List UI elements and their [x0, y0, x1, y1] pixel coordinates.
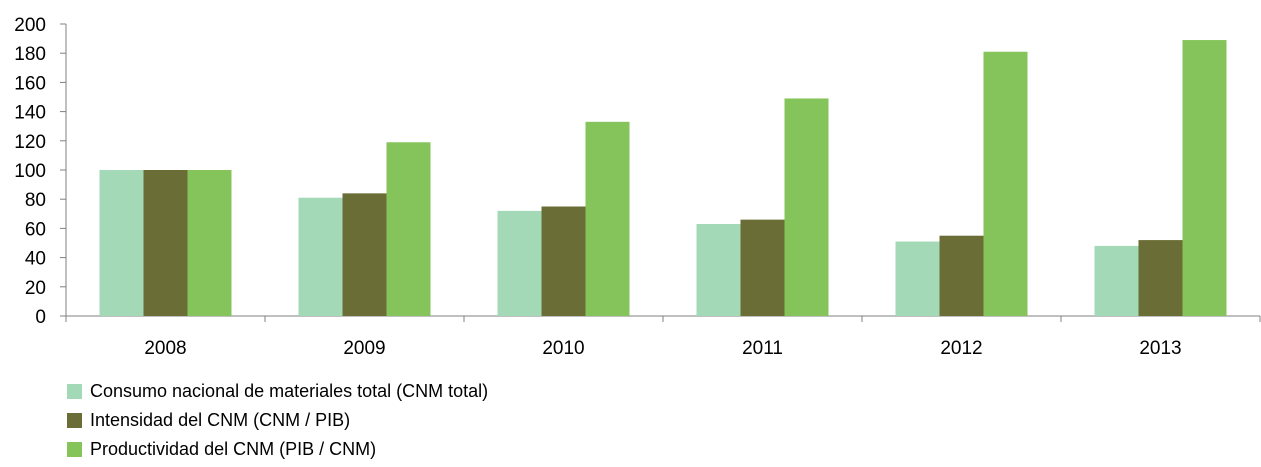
- bar-2-2010: [541, 206, 586, 316]
- bar-1-2012: [895, 241, 940, 316]
- bar-2-2013: [1138, 240, 1183, 316]
- legend-swatch: [67, 442, 82, 457]
- bar-1-2008: [99, 170, 144, 316]
- legend-label: Consumo nacional de materiales total (CN…: [90, 381, 489, 401]
- bar-3-2008: [187, 170, 232, 316]
- x-axis: 2008 2009 2010 2011 2012 2013: [65, 315, 1261, 359]
- x-tick-label: 2011: [742, 338, 783, 359]
- y-tick-label: 80: [25, 190, 46, 211]
- x-tick-label: 2012: [940, 338, 982, 359]
- bar-3-2013: [1182, 40, 1227, 317]
- legend-label: Intensidad del CNM (CNM / PIB): [90, 410, 351, 430]
- legend: Consumo nacional de materiales total (CN…: [67, 377, 488, 464]
- y-tick-label: 60: [25, 219, 46, 240]
- bar-1-2011: [696, 224, 741, 316]
- legend-item-productividad: Productividad del CNM (PIB / CNM): [67, 435, 488, 464]
- bar-3-2010: [585, 121, 630, 316]
- x-tick-label: 2009: [343, 338, 385, 359]
- y-tick-label: 160: [14, 73, 46, 94]
- bar-3-2009: [386, 142, 431, 316]
- legend-swatch: [67, 413, 82, 428]
- bar-2-2012: [939, 235, 984, 316]
- x-tick-label: 2008: [144, 338, 186, 359]
- y-tick-label: 180: [14, 44, 46, 65]
- bar-1-2010: [497, 210, 542, 316]
- legend-label: Productividad del CNM (PIB / CNM): [90, 439, 377, 459]
- y-tick-label: 20: [25, 278, 46, 299]
- y-tick-label: 0: [35, 307, 46, 328]
- y-axis: 0 20 40 60 80 100 120 140 160 180 200: [14, 15, 67, 328]
- y-tick-label: 140: [14, 103, 46, 124]
- bars: [99, 40, 1227, 317]
- bar-3-2011: [784, 98, 829, 317]
- bar-2-2011: [740, 219, 785, 316]
- legend-swatch: [67, 384, 82, 399]
- y-tick-label: 200: [14, 15, 46, 36]
- x-tick-label: 2010: [542, 338, 584, 359]
- legend-item-intensidad: Intensidad del CNM (CNM / PIB): [67, 406, 488, 435]
- y-tick-label: 100: [14, 161, 46, 182]
- bar-1-2013: [1094, 245, 1139, 316]
- y-tick-label: 40: [25, 249, 46, 270]
- legend-item-cnm-total: Consumo nacional de materiales total (CN…: [67, 377, 488, 406]
- y-tick-label: 120: [14, 132, 46, 153]
- bar-1-2009: [298, 197, 343, 316]
- bar-2-2009: [342, 193, 387, 316]
- bar-3-2012: [983, 51, 1028, 317]
- bar-2-2008: [143, 170, 188, 316]
- x-tick-label: 2013: [1139, 338, 1181, 359]
